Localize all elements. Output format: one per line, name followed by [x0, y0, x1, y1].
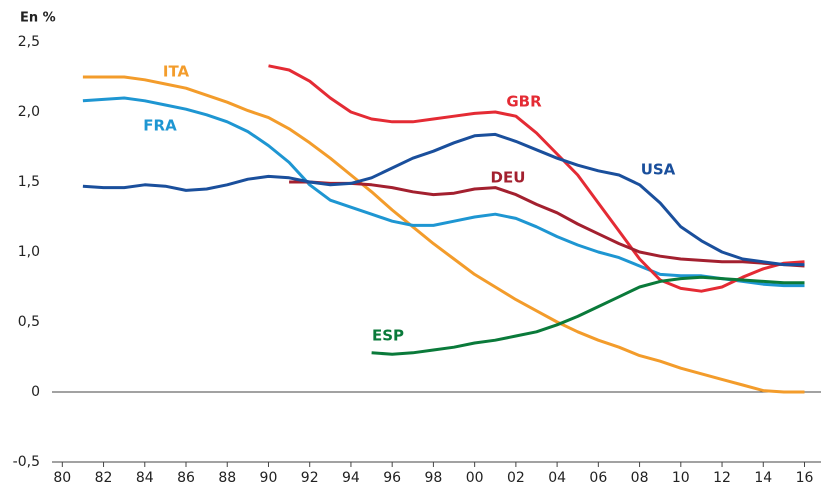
- y-tick-label: 0,5: [18, 314, 40, 330]
- x-tick-label: 00: [466, 470, 484, 486]
- x-tick-label: 88: [218, 470, 236, 486]
- x-tick-label: 82: [95, 470, 113, 486]
- series-line: [268, 64, 805, 293]
- series-label: FRA: [143, 117, 177, 135]
- x-tick-label: 16: [796, 470, 814, 486]
- x-tick-label: 02: [507, 470, 525, 486]
- series-line: [82, 132, 805, 267]
- x-tick-label: 96: [383, 470, 401, 486]
- series-label: ITA: [163, 63, 190, 81]
- x-tick-label: 06: [589, 470, 607, 486]
- series-label: ESP: [372, 327, 404, 345]
- series-label: USA: [641, 161, 676, 179]
- x-tick-label: 90: [260, 470, 278, 486]
- x-tick-label: 94: [342, 470, 360, 486]
- series-label: GBR: [506, 93, 542, 111]
- x-tick-label: 12: [713, 470, 731, 486]
- x-tick-label: 14: [754, 470, 772, 486]
- x-tick-label: 80: [53, 470, 71, 486]
- series-line: [82, 96, 805, 288]
- x-tick-label: 98: [424, 470, 442, 486]
- y-tick-label: 2,5: [18, 34, 40, 50]
- x-tick-label: 92: [301, 470, 319, 486]
- chart-title: En %: [20, 11, 56, 26]
- x-tick-label: 86: [177, 470, 195, 486]
- series-line: [82, 75, 805, 394]
- series-line: [371, 275, 805, 356]
- y-tick-label: 2,0: [18, 104, 40, 120]
- x-tick-label: 10: [672, 470, 690, 486]
- x-tick-label: 08: [631, 470, 649, 486]
- y-tick-label: 1,5: [18, 174, 40, 190]
- y-tick-label: 1,0: [18, 244, 40, 260]
- x-tick-label: 04: [548, 470, 566, 486]
- x-tick-label: 84: [136, 470, 154, 486]
- series-label: DEU: [491, 169, 526, 187]
- y-tick-label: 0: [31, 384, 40, 400]
- y-tick-label: -0,5: [13, 454, 40, 470]
- series-line: [289, 180, 805, 268]
